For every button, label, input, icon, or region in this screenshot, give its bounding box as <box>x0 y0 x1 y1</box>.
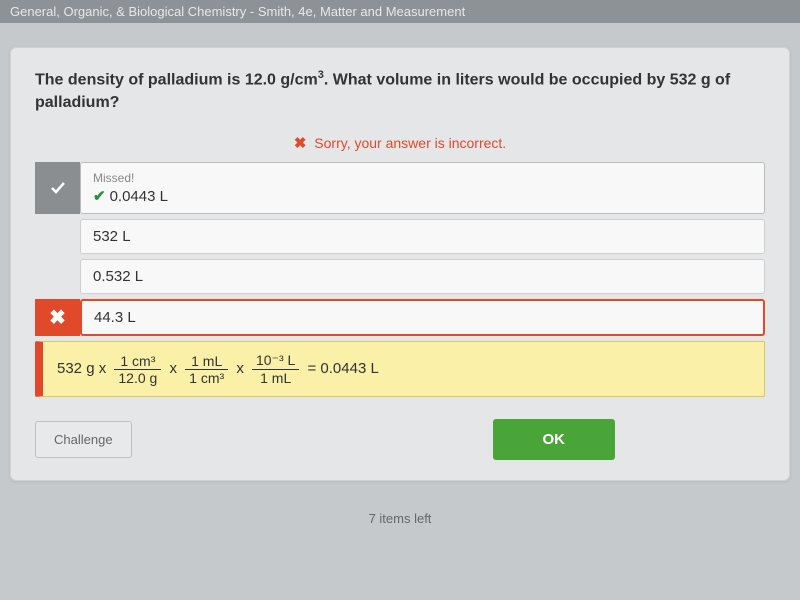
feedback-text: Sorry, your answer is incorrect. <box>314 135 506 151</box>
question-text: The density of palladium is 12.0 g/cm3. … <box>35 68 765 114</box>
times-symbol: x <box>236 360 244 377</box>
frac-num: 1 cm³ <box>114 353 161 370</box>
answer-option[interactable]: 532 L <box>35 219 765 254</box>
fraction-1: 1 cm³ 12.0 g <box>114 353 161 386</box>
frac-den: 1 mL <box>252 370 299 386</box>
answer-text: 532 L <box>93 228 131 245</box>
feedback-message: ✖ Sorry, your answer is incorrect. <box>35 134 765 152</box>
answer-box-missed: Missed! ✔0.0443 L <box>80 162 765 214</box>
challenge-button[interactable]: Challenge <box>35 421 132 458</box>
fraction-3: 10⁻³ L 1 mL <box>252 352 299 386</box>
answer-box-selected: 44.3 L <box>80 299 765 336</box>
solution-explanation: 532 g x 1 cm³ 12.0 g x 1 mL 1 cm³ x 10⁻³… <box>35 341 765 397</box>
breadcrumb-text: General, Organic, & Biological Chemistry… <box>10 4 465 19</box>
answer-list: Missed! ✔0.0443 L 532 L 0.532 L ✖ 44.3 L <box>35 162 765 397</box>
question-card: The density of palladium is 12.0 g/cm3. … <box>10 47 790 481</box>
answer-text: 0.0443 L <box>110 188 168 205</box>
ok-button[interactable]: OK <box>493 419 616 460</box>
answer-option[interactable]: 0.532 L <box>35 259 765 294</box>
x-icon: ✖ <box>49 305 66 330</box>
answer-box: 532 L <box>80 219 765 254</box>
times-symbol: x <box>170 360 178 377</box>
items-left-text: 7 items left <box>369 511 432 526</box>
answer-box: 0.532 L <box>80 259 765 294</box>
answer-option[interactable]: Missed! ✔0.0443 L <box>35 162 765 214</box>
solution-result: = 0.0443 L <box>308 360 379 377</box>
question-part1: The density of palladium is 12.0 g/cm <box>35 71 318 88</box>
frac-num: 1 mL <box>185 353 228 370</box>
answer-indicator-empty <box>35 219 80 254</box>
wrong-indicator-icon: ✖ <box>35 299 80 336</box>
frac-den: 1 cm³ <box>185 370 228 386</box>
missed-label: Missed! <box>93 171 752 185</box>
answer-text: 44.3 L <box>94 309 136 326</box>
items-left-status: 7 items left <box>0 511 800 526</box>
wrong-icon: ✖ <box>294 135 307 152</box>
frac-num: 10⁻³ L <box>252 352 299 370</box>
solution-prefix: 532 g x <box>57 360 106 377</box>
check-icon: ✔ <box>93 188 106 205</box>
answer-indicator-empty <box>35 259 80 294</box>
button-row: Challenge OK <box>35 419 765 460</box>
correct-indicator-icon <box>35 162 80 214</box>
breadcrumb: General, Organic, & Biological Chemistry… <box>0 0 800 23</box>
answer-text: 0.532 L <box>93 268 143 285</box>
fraction-2: 1 mL 1 cm³ <box>185 353 228 386</box>
frac-den: 12.0 g <box>114 370 161 386</box>
answer-option[interactable]: ✖ 44.3 L <box>35 299 765 336</box>
